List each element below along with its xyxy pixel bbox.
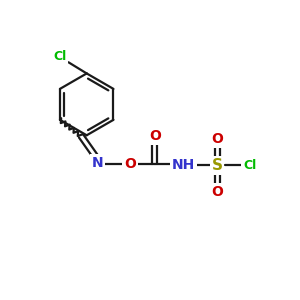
Text: N: N xyxy=(92,155,104,170)
Text: O: O xyxy=(124,157,136,171)
Text: O: O xyxy=(211,132,223,146)
Text: Cl: Cl xyxy=(243,159,256,172)
Text: O: O xyxy=(211,185,223,199)
Text: S: S xyxy=(212,158,223,173)
Text: NH: NH xyxy=(172,158,195,172)
Text: Cl: Cl xyxy=(54,50,67,64)
Text: O: O xyxy=(149,129,161,143)
